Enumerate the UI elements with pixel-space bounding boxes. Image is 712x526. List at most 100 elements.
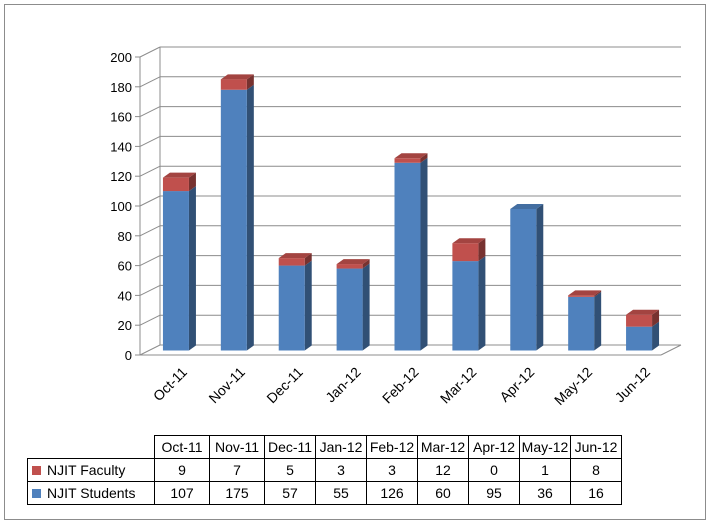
side-gridline (139, 46, 161, 58)
table-cell: 60 (417, 481, 469, 505)
legend-students: NJIT Students (27, 481, 155, 505)
bar-students-side (420, 157, 428, 351)
x-tick-label: Dec-11 (263, 364, 306, 407)
y-tick-label: 140 (110, 139, 132, 154)
side-gridline (139, 195, 161, 207)
table-col-header: Oct-11 (154, 435, 210, 459)
bar-faculty (336, 264, 363, 269)
bar-faculty (220, 79, 247, 90)
bar-students-side (188, 186, 196, 351)
x-tick-label: Nov-11 (205, 364, 248, 407)
table-cell: 36 (519, 481, 571, 505)
bar-students-side (594, 291, 602, 351)
bar-faculty (452, 243, 479, 262)
y-tick-label: 0 (125, 348, 132, 363)
bar-faculty-side (246, 74, 254, 90)
bar-faculty-side (304, 253, 312, 266)
bar-faculty-side (478, 238, 486, 262)
bar-faculty (394, 158, 421, 163)
bar-students (510, 208, 537, 351)
bar-faculty-side (652, 309, 660, 327)
bar-students-top (510, 203, 544, 209)
y-tick-label: 160 (110, 110, 132, 125)
chart-frame: 0 20 40 60 80 100 120 140 160 180 200 Oct-11 Nov-11 D… (4, 4, 706, 520)
table-cell: 1 (519, 458, 571, 482)
stacked-bar-chart: 0 20 40 60 80 100 120 140 160 180 200 Oct-11 Nov-11 D… (110, 46, 682, 408)
bar-faculty-side (188, 172, 196, 192)
table-col-header: Nov-11 (209, 435, 265, 459)
table-col-header: May-12 (519, 435, 571, 459)
table-cell: 3 (366, 458, 418, 482)
x-tick-label: Feb-12 (379, 364, 422, 407)
table-cell: 107 (154, 481, 210, 505)
bar-faculty (278, 258, 305, 266)
bar-faculty-top (220, 74, 254, 80)
table-col-header: Feb-12 (366, 435, 418, 459)
table-cell: 3 (315, 458, 367, 482)
side-gridline (139, 106, 161, 118)
table-cell: 7 (209, 458, 265, 482)
bar-students-side (652, 321, 660, 351)
bar-faculty (162, 177, 189, 192)
table-cell: 57 (264, 481, 316, 505)
bar-students (220, 89, 247, 351)
table-col-header: Jan-12 (315, 435, 367, 459)
legend-label: NJIT Students (47, 485, 136, 501)
side-gridline (139, 314, 161, 326)
bar-students (162, 191, 189, 351)
x-tick-label: Mar-12 (437, 364, 480, 407)
students-swatch (32, 488, 41, 498)
side-gridline (139, 135, 161, 147)
x-tick-label: Apr-12 (496, 364, 537, 405)
table-cell: 0 (468, 458, 520, 482)
bar-faculty-side (594, 290, 602, 297)
table-cell: 12 (417, 458, 469, 482)
table-cell: 126 (366, 481, 418, 505)
side-gridline (139, 344, 161, 356)
table-header-row: Oct-11 Nov-11 Dec-11 Jan-12 Feb-12 Mar-1… (27, 435, 622, 459)
bar-faculty-top (568, 290, 602, 296)
x-tick-label: May-12 (551, 364, 595, 408)
y-tick-label: 20 (118, 318, 132, 333)
bar-faculty (568, 295, 595, 297)
floor-edge (660, 344, 682, 356)
table-row-faculty: NJIT Faculty 9 7 5 3 3 12 0 1 8 (27, 458, 622, 482)
table-cell: 16 (570, 481, 622, 505)
bar-students-side (362, 263, 370, 351)
bar-faculty-top (336, 259, 370, 265)
side-gridline (139, 284, 161, 296)
y-tick-label: 200 (110, 50, 132, 65)
bar-faculty-top (626, 309, 660, 315)
table-col-header: Mar-12 (417, 435, 469, 459)
y-tick-label: 120 (110, 169, 132, 184)
bar-students-side (478, 256, 486, 351)
table-cell: 95 (468, 481, 520, 505)
bar-faculty-top (278, 253, 312, 259)
y-tick-label: 60 (118, 259, 132, 274)
bar-faculty-top (452, 238, 486, 244)
table-cell: 175 (209, 481, 265, 505)
table-row-students: NJIT Students 107 175 57 55 126 60 95 36… (27, 481, 622, 505)
bar-students (278, 265, 305, 351)
legend-label: NJIT Faculty (47, 462, 126, 478)
side-gridline (139, 76, 161, 88)
bar-students (336, 268, 363, 351)
bar-students-side (536, 203, 544, 351)
faculty-swatch (32, 465, 41, 475)
y-tick-label: 80 (118, 229, 132, 244)
table-col-header: Jun-12 (570, 435, 622, 459)
bar-faculty-side (420, 153, 428, 163)
table-cell: 9 (154, 458, 210, 482)
table-col-header: Apr-12 (468, 435, 520, 459)
bar-students-side (304, 260, 312, 351)
x-tick-label: Oct-11 (150, 364, 190, 404)
bar-students (626, 326, 653, 351)
side-gridline (139, 165, 161, 177)
bar-students (452, 261, 479, 351)
table-col-header: Dec-11 (264, 435, 316, 459)
bar-students (568, 296, 595, 351)
legend-faculty: NJIT Faculty (27, 458, 155, 482)
side-gridline (139, 255, 161, 267)
x-tick-label: Jun-12 (612, 364, 654, 406)
y-tick-label: 180 (110, 80, 132, 95)
